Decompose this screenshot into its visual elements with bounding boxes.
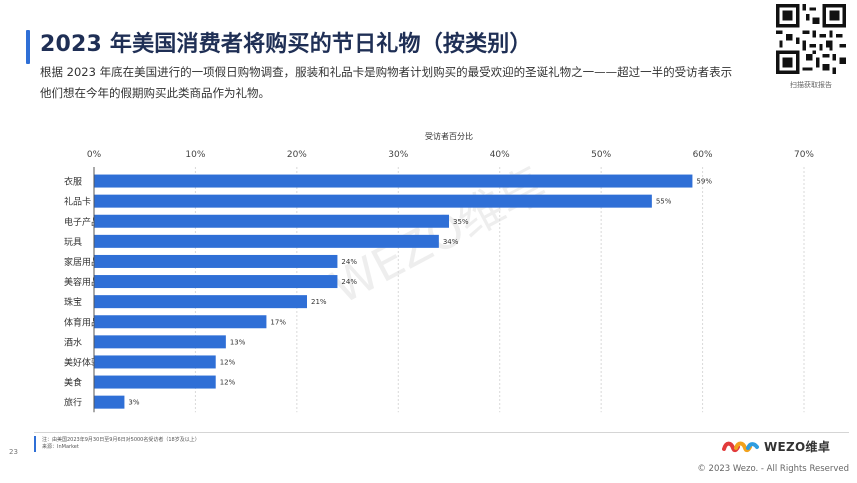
footer-rule xyxy=(34,432,849,433)
bar xyxy=(94,275,338,289)
copyright: © 2023 Wezo. - All Rights Reserved xyxy=(697,464,849,474)
gridlines xyxy=(194,167,805,413)
bar xyxy=(94,375,216,389)
category-label: 礼品卡 xyxy=(64,196,91,208)
category-label: 旅行 xyxy=(64,397,82,409)
wezo-logo-icon xyxy=(722,441,759,452)
brand-name: WEZO维卓 xyxy=(764,440,831,454)
category-label: 酒水 xyxy=(64,336,82,348)
x-tick-label: 70% xyxy=(794,150,814,160)
x-tick-label: 0% xyxy=(87,150,102,160)
category-label: 美好体验 xyxy=(64,356,100,368)
data-label: 59% xyxy=(696,178,712,186)
page-subtitle: 根据 2023 年底在美国进行的一项假日购物调查，服装和礼品卡是购物者计划购买的… xyxy=(40,65,733,100)
bar xyxy=(94,234,439,248)
data-label: 12% xyxy=(220,379,236,387)
x-axis-title: 受访者百分比 xyxy=(425,131,473,141)
qr-code-icon[interactable] xyxy=(776,4,846,74)
category-label: 家居用品 xyxy=(64,256,100,268)
data-labels: 59% 55% 35% 34% 24% 24% 21% 17% 13% 12% 12% 3% xyxy=(128,178,712,407)
data-label: 35% xyxy=(453,218,469,226)
page-title: 2023 年美国消费者将购买的节日礼物（按类别） xyxy=(40,32,532,57)
bar xyxy=(94,194,652,208)
page-number: 23 xyxy=(9,448,18,456)
data-label: 24% xyxy=(341,278,357,286)
source-note: 注：由美国2023年9月30日至9月6日对5000名受访者（18岁及以上） 来源… xyxy=(42,437,200,451)
title-accent-bar xyxy=(26,30,30,64)
footer-accent xyxy=(34,436,36,452)
x-tick-labels: 0% 10% 20% 30% 40% 50% 60% 70% xyxy=(87,150,815,160)
note-line: 注：由美国2023年9月30日至9月6日对5000名受访者（18岁及以上） xyxy=(42,437,200,443)
data-label: 12% xyxy=(220,358,236,366)
category-label: 珠宝 xyxy=(64,296,82,308)
data-label: 3% xyxy=(128,399,139,407)
data-label: 17% xyxy=(270,318,286,326)
bar xyxy=(94,295,307,309)
qr-caption: 扫描获取报告 xyxy=(790,81,832,89)
bar xyxy=(94,254,338,268)
bar-chart: 受访者百分比 0% 10% 20% 30% 40% 50% 60% 70% 衣服礼品卡电子产品… xyxy=(64,131,815,413)
category-label: 体育用品 xyxy=(64,316,100,328)
category-label: 玩具 xyxy=(64,237,82,248)
data-label: 13% xyxy=(230,338,246,346)
x-tick-label: 40% xyxy=(490,150,510,160)
data-label: 24% xyxy=(341,258,357,266)
x-tick-label: 20% xyxy=(287,150,307,160)
category-label: 衣服 xyxy=(64,176,82,188)
x-tick-label: 60% xyxy=(693,150,713,160)
category-label: 电子产品 xyxy=(64,216,100,228)
bar xyxy=(94,395,125,409)
category-label: 美食 xyxy=(64,377,82,389)
x-tick-label: 10% xyxy=(185,150,205,160)
bar xyxy=(94,174,693,188)
source-line: 来源：InMarket xyxy=(42,444,79,450)
category-label: 美容用品 xyxy=(64,276,100,288)
bar xyxy=(94,214,449,228)
bar xyxy=(94,355,216,369)
brand-logo[interactable]: WEZO维卓 xyxy=(722,438,830,455)
x-tick-label: 50% xyxy=(591,150,611,160)
data-label: 21% xyxy=(311,298,327,306)
x-tick-label: 30% xyxy=(388,150,408,160)
data-label: 34% xyxy=(443,238,459,246)
data-label: 55% xyxy=(656,198,672,206)
bar xyxy=(94,315,267,329)
bars xyxy=(94,174,693,409)
bar xyxy=(94,335,226,349)
